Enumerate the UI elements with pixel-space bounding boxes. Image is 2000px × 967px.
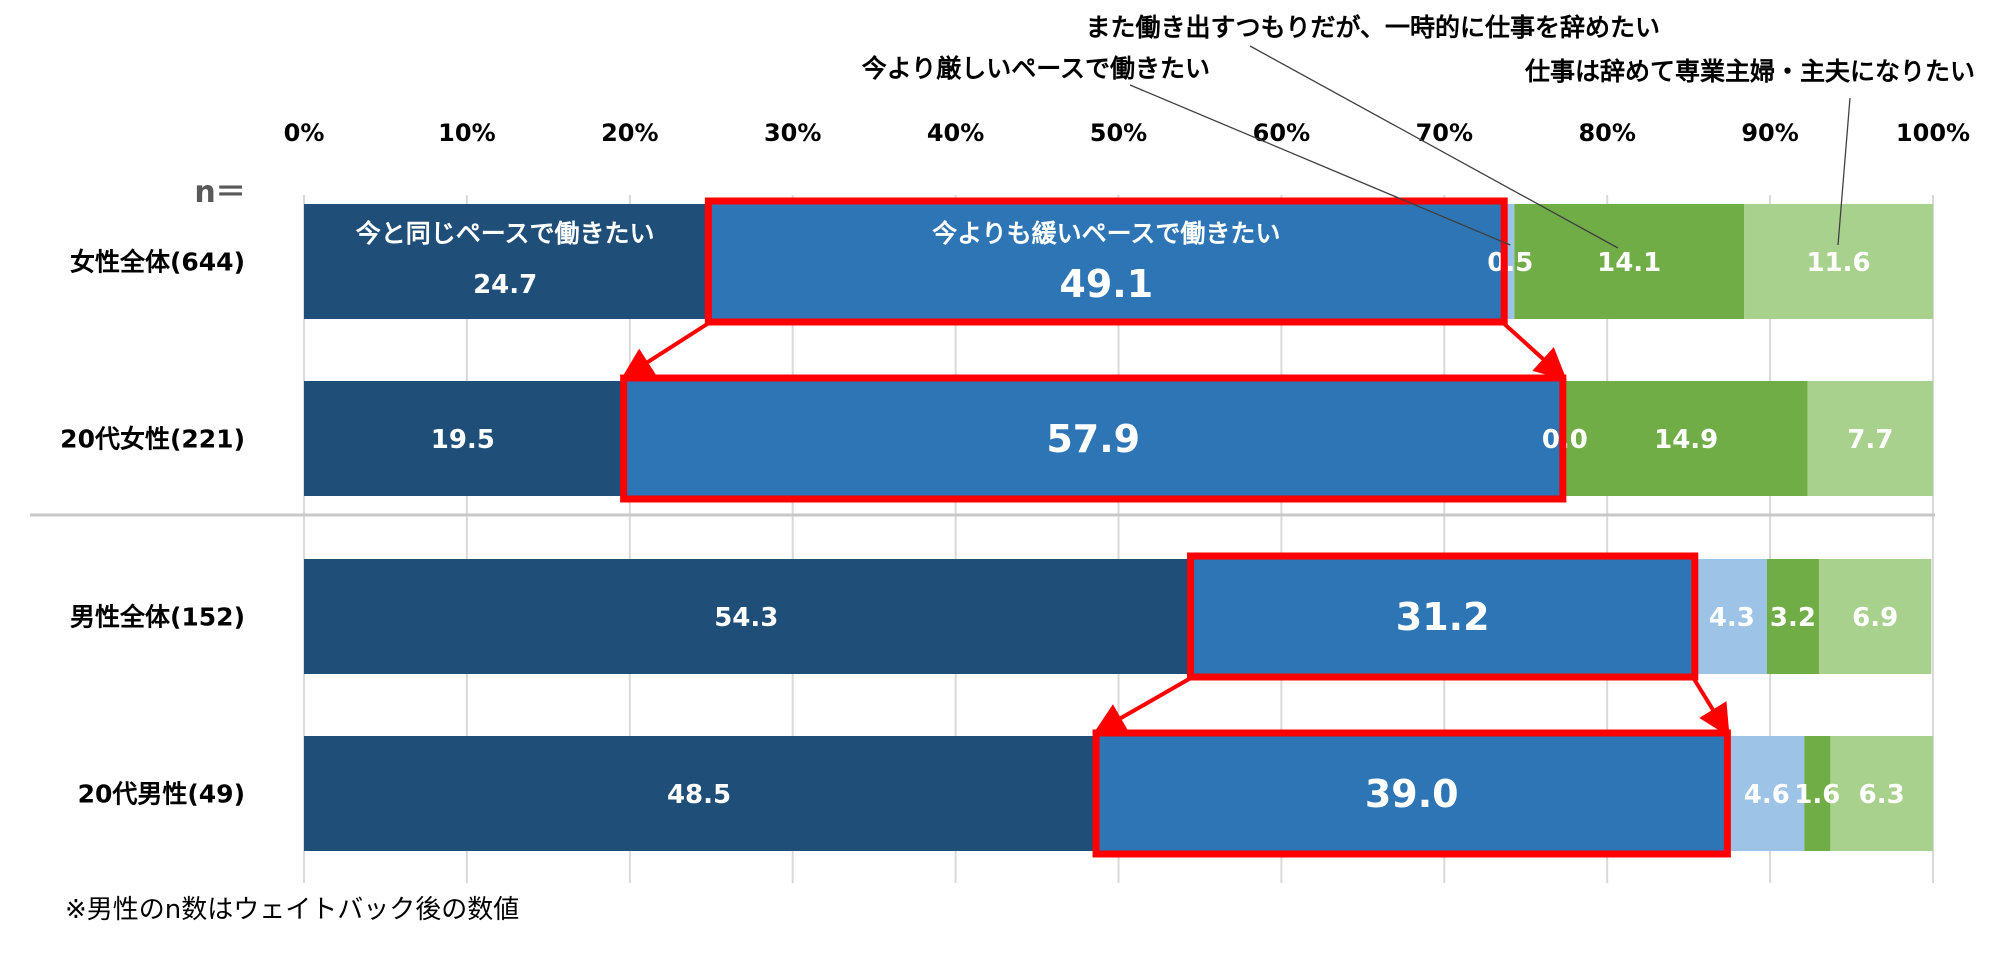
bar-segment: [1807, 381, 1933, 496]
annotation-leader-line: [1837, 97, 1851, 246]
highlight-arrows: [620, 320, 1730, 737]
series-annotations: 今より厳しいペースで働きたい また働き出すつもりだが、一時的に仕事を辞めたい仕事は…: [862, 13, 1975, 249]
bar-segment: [1804, 736, 1831, 851]
series-label: 今よりも緩いペースで働きたい: [932, 219, 1280, 248]
bar-segment: [1506, 204, 1515, 319]
data-label: 1.6: [1794, 780, 1840, 810]
bar-segment: [304, 204, 707, 319]
bar-segment: [304, 381, 622, 496]
bar-segment: [1094, 736, 1730, 851]
highlight-arrow: [1093, 675, 1194, 734]
x-tick-label: 20%: [601, 119, 658, 147]
bar-segment: [304, 559, 1189, 674]
bar-segment: [1514, 204, 1745, 319]
n-label: n＝: [194, 175, 245, 210]
x-tick-label: 0%: [284, 119, 325, 147]
data-label: 6.3: [1859, 780, 1905, 810]
bar-segment: [621, 381, 1565, 496]
data-label: 24.7: [473, 270, 537, 300]
bar-segment: [1729, 736, 1805, 851]
footnote: ※男性のn数はウェイトバック後の数値: [65, 895, 519, 925]
highlight-arrow: [1691, 675, 1730, 737]
x-tick-label: 90%: [1741, 119, 1798, 147]
annotation-leader-line: [1129, 84, 1511, 246]
highlight-boxes: [620, 197, 1731, 858]
category-label: 20代女性(221): [60, 425, 245, 454]
data-label: 31.2: [1396, 595, 1490, 639]
x-tick-label: 30%: [764, 119, 821, 147]
x-tick-label: 10%: [438, 119, 495, 147]
bar-segment: [706, 204, 1507, 319]
data-label: 14.1: [1597, 248, 1661, 278]
highlight-box: [1187, 552, 1699, 681]
data-label: 48.5: [667, 780, 731, 810]
data-label: 11.6: [1806, 248, 1870, 278]
series-label: 今と同じペースで働きたい: [356, 219, 655, 248]
x-tick-label: 100%: [1896, 119, 1970, 147]
annotation-label: また働き出すつもりだが、一時的に仕事を辞めたい: [1085, 13, 1660, 42]
highlight-box: [1092, 729, 1731, 858]
annotation-label: 仕事は辞めて専業主婦・主夫になりたい: [1524, 57, 1975, 86]
data-label: 7.7: [1847, 425, 1893, 455]
annotation-leader-line: [1249, 45, 1619, 249]
x-axis-tick-labels: 0% 10% 20% 30% 40% 50% 60% 70% 80% 90% 100%: [284, 119, 1970, 147]
bar-segment: [1188, 559, 1697, 674]
category-label: 男性全体(152): [70, 603, 245, 632]
data-label: 14.9: [1654, 425, 1718, 455]
data-label: 3.2: [1770, 603, 1816, 633]
bar-segment: [1818, 559, 1932, 674]
category-label: 女性全体(644): [70, 248, 245, 277]
annotation-label: 今より厳しいペースで働きたい: [862, 54, 1210, 83]
bar-segment: [1696, 559, 1767, 674]
bar-segments: [304, 204, 1933, 851]
bar-segment: [304, 736, 1095, 851]
data-label: 57.9: [1046, 417, 1140, 461]
data-label: 4.6: [1744, 780, 1790, 810]
bar-segment: [1830, 736, 1933, 851]
x-tick-label: 60%: [1253, 119, 1310, 147]
bar-segment: [1766, 559, 1819, 674]
highlight-box: [704, 197, 1508, 326]
highlight-box: [620, 374, 1567, 503]
data-label: 49.1: [1059, 262, 1153, 306]
data-label: 4.3: [1709, 603, 1755, 633]
data-label: 6.9: [1852, 603, 1898, 633]
highlight-arrow: [1500, 320, 1567, 381]
bar-segment: [1564, 381, 1808, 496]
highlight-arrow: [620, 320, 712, 380]
x-tick-label: 40%: [927, 119, 984, 147]
data-label: 0.5: [1487, 248, 1533, 278]
category-label: 20代男性(49): [78, 780, 245, 809]
category-labels: 女性全体(644) 20代女性(221) 男性全体(152) 20代男性(49): [60, 248, 245, 809]
x-tick-label: 50%: [1090, 119, 1147, 147]
bar-segment: [1744, 204, 1933, 319]
data-label: 19.5: [431, 425, 495, 455]
x-tick-label: 80%: [1578, 119, 1635, 147]
data-label: 39.0: [1365, 772, 1459, 816]
data-label: 54.3: [714, 603, 778, 633]
x-tick-label: 70%: [1416, 119, 1473, 147]
data-labels: 24.7 49.1 0.5 14.1 11.619.5 57.9 0.0 14.9 7.754.…: [356, 219, 1905, 816]
